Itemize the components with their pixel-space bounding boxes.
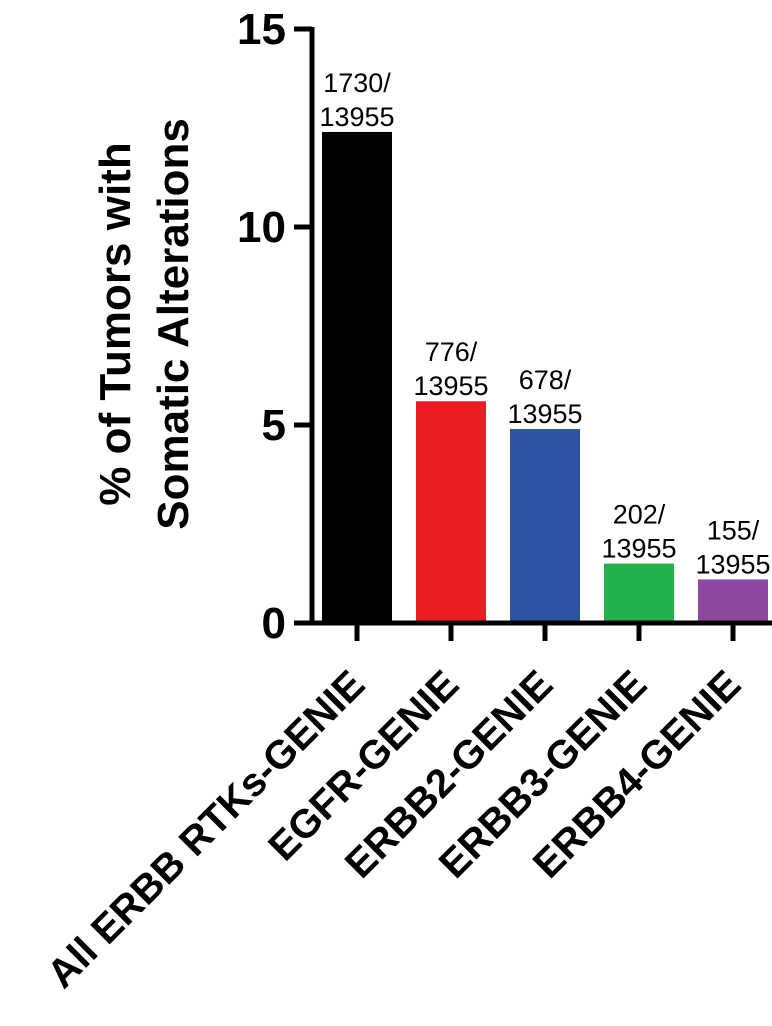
y-axis-title: % of Tumors with Somatic Alterations — [91, 118, 198, 530]
bar-data-label: 776/ — [425, 337, 478, 367]
bar — [604, 563, 674, 623]
bar-data-label: 13955 — [601, 534, 676, 564]
y-tick-label: 15 — [237, 5, 286, 54]
bar — [698, 579, 768, 623]
y-axis-title-line-2: Somatic Alterations — [149, 118, 198, 530]
bar-data-label: 155/ — [707, 515, 760, 545]
bar-data-label: 13955 — [695, 549, 770, 579]
y-axis: 0 5 10 15 — [237, 5, 315, 648]
bar-labels-group: 1730/13955 776/13955 678/13955 202/13955 155… — [319, 68, 770, 579]
bar — [510, 428, 580, 623]
x-axis: All ERBB RTKs-GENIEEGFR-GENIEERBB2-GENIE… — [39, 620, 772, 997]
bar-data-label: 13955 — [507, 399, 582, 429]
bar — [416, 401, 486, 623]
bar-data-label: 13955 — [319, 102, 394, 132]
y-tick-label: 10 — [237, 203, 286, 252]
y-tick-label: 0 — [262, 599, 286, 648]
y-axis-title-line-1: % of Tumors with — [91, 142, 140, 505]
y-tick-label: 5 — [262, 401, 286, 450]
bar-data-label: 13955 — [413, 371, 488, 401]
bar-data-label: 202/ — [613, 500, 666, 530]
bars-group — [322, 131, 768, 623]
bar — [322, 131, 392, 623]
bar-data-label: 678/ — [519, 365, 572, 395]
bar-data-label: 1730/ — [323, 68, 391, 98]
